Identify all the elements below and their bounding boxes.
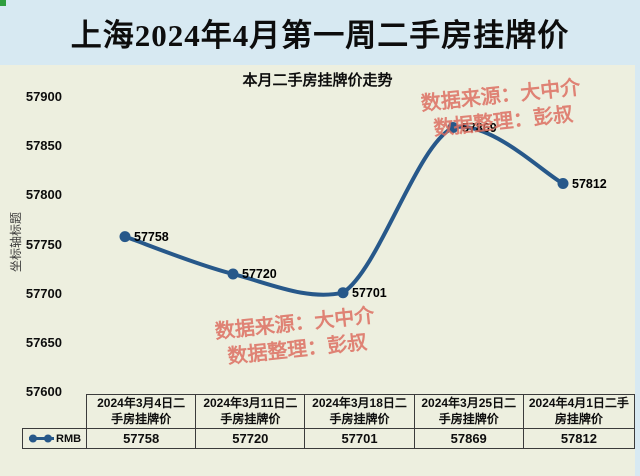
data-point-marker bbox=[119, 231, 131, 243]
table-value-cell: 57869 bbox=[413, 428, 524, 450]
chart-panel: 本月二手房挂牌价走势 坐标轴标题 57900 57850 57800 57750 577… bbox=[0, 65, 636, 476]
y-axis-tick-label: 57850 bbox=[25, 138, 62, 154]
y-axis-tick-label: 57700 bbox=[25, 285, 62, 301]
legend-cell: RMB bbox=[21, 428, 88, 450]
y-axis-tick-label: 57900 bbox=[25, 89, 62, 104]
table-header-cell: 2024年3月4日二手房挂牌价 bbox=[86, 393, 197, 430]
data-point-label: 57812 bbox=[572, 176, 607, 191]
y-axis-tick-label: 57600 bbox=[25, 384, 62, 399]
series-line bbox=[123, 124, 565, 297]
data-point-label: 57869 bbox=[462, 120, 497, 135]
y-axis-tick-label: 57800 bbox=[25, 187, 62, 203]
watermark-bottom: 数据来源：大中介 数据整理：彭叔 bbox=[184, 300, 408, 375]
table-header-cell: 2024年3月18日二手房挂牌价 bbox=[304, 393, 415, 430]
decoration-green-square bbox=[0, 0, 6, 6]
chart-title: 本月二手房挂牌价走势 bbox=[242, 72, 393, 89]
data-point-marker bbox=[557, 178, 569, 189]
data-point-marker bbox=[337, 287, 349, 299]
y-axis-tick-label: 57750 bbox=[25, 236, 62, 252]
table-corner-cell bbox=[23, 395, 87, 429]
page-title: 上海2024年4月第一周二手房挂牌价 bbox=[70, 18, 570, 53]
legend-key: RMB bbox=[28, 433, 81, 445]
data-point-label: 57720 bbox=[242, 267, 277, 281]
legend-label: RMB bbox=[56, 432, 82, 445]
data-point-marker bbox=[227, 268, 239, 280]
table-value-cell: 57758 bbox=[86, 428, 197, 450]
table-header-cell: 2024年3月11日二手房挂牌价 bbox=[195, 393, 306, 430]
table-value-cell: 57720 bbox=[195, 428, 306, 450]
table-header-cell: 2024年4月1日二手房挂牌价 bbox=[522, 393, 636, 430]
y-axis-tick-label: 57650 bbox=[25, 334, 62, 350]
table-header-cell: 2024年3月25日二手房挂牌价 bbox=[413, 393, 524, 430]
data-table: 2024年3月4日二手房挂牌价 2024年3月11日二手房挂牌价 2024年3月18… bbox=[21, 393, 636, 450]
data-point-label: 57701 bbox=[352, 285, 387, 300]
table-value-cell: 57701 bbox=[304, 428, 415, 450]
table-value-cell: 57812 bbox=[522, 428, 636, 450]
legend-line-marker-icon bbox=[29, 434, 54, 443]
title-band: 上海2024年4月第一周二手房挂牌价 bbox=[0, 0, 640, 65]
data-point-label: 57758 bbox=[134, 229, 169, 244]
